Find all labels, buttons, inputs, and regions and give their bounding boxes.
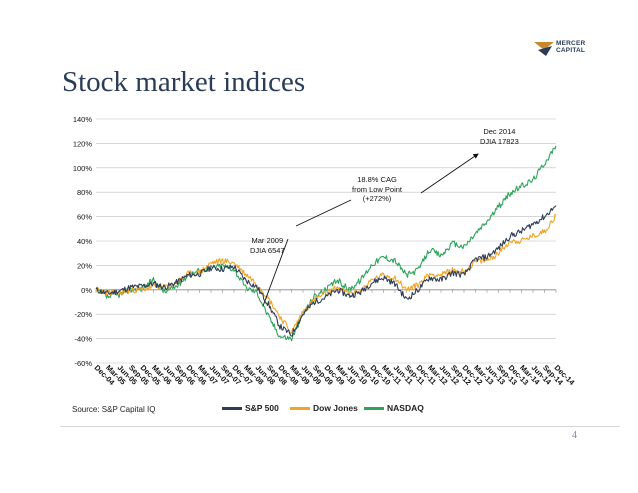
logo-text: MERCER CAPITAL bbox=[556, 40, 585, 54]
logo-line-2: CAPITAL bbox=[556, 47, 586, 54]
annotation-dec-2014: Dec 2014 DJIA 17823 bbox=[480, 127, 519, 146]
y-tick-label: 120% bbox=[73, 139, 93, 148]
legend-swatch-dow bbox=[290, 407, 310, 411]
arrow-to-dec-2014 bbox=[420, 153, 479, 194]
logo-line-1: MERCER bbox=[556, 40, 586, 47]
series-lines bbox=[95, 145, 557, 342]
legend-label-nasdaq: NASDAQ bbox=[387, 403, 424, 413]
annotation-line: from Low Point bbox=[352, 184, 403, 194]
annotation-cagr: 18.8% CAG from Low Point (+272%) bbox=[352, 175, 402, 204]
arrow-cagr-link bbox=[295, 199, 352, 227]
y-tick-label: 140% bbox=[73, 115, 93, 124]
annotation-line: Dec 2014 bbox=[483, 127, 516, 136]
legend-label-dow: Dow Jones bbox=[313, 403, 358, 413]
y-tick-label: -20% bbox=[74, 310, 92, 319]
y-tick-label: 60% bbox=[77, 213, 92, 222]
footer-divider bbox=[60, 426, 620, 427]
source-note: Source: S&P Capital IQ bbox=[72, 405, 156, 414]
annotation-line: DJIA 6547 bbox=[250, 245, 285, 255]
legend-swatch-sp500 bbox=[222, 407, 242, 411]
y-axis-ticks: -60% -40% -20% 0% 20% 40% 60% 80% 100% 120% 140% bbox=[73, 115, 93, 368]
page-number: 4 bbox=[572, 430, 577, 441]
legend-label-sp500: S&P 500 bbox=[245, 403, 279, 413]
legend-sp500: S&P 500 bbox=[222, 403, 279, 413]
legend-nasdaq: NASDAQ bbox=[364, 403, 424, 413]
legend-swatch-nasdaq bbox=[364, 407, 384, 411]
y-tick-label: 100% bbox=[73, 164, 93, 173]
y-tick-label: -60% bbox=[74, 359, 92, 368]
series-line-nasdaq bbox=[95, 145, 557, 342]
arrow-to-mar-2009 bbox=[262, 238, 289, 307]
mercer-logo-icon bbox=[534, 42, 554, 56]
annotation-arrows bbox=[262, 153, 479, 307]
page-title: Stock market indices bbox=[62, 66, 306, 98]
grid-lines bbox=[96, 118, 556, 364]
annotation-line: (+272%) bbox=[362, 194, 392, 203]
y-tick-label: -40% bbox=[74, 335, 92, 344]
legend-dow: Dow Jones bbox=[290, 403, 358, 413]
y-tick-label: 20% bbox=[77, 261, 92, 270]
y-tick-label: 40% bbox=[77, 237, 92, 246]
annotation-line: 18.8% CAG bbox=[357, 175, 397, 184]
annotation-line: Mar 2009 bbox=[251, 236, 284, 245]
y-tick-label: 80% bbox=[77, 188, 92, 197]
annotation-mar-2009: Mar 2009 DJIA 6547 bbox=[250, 236, 285, 255]
series-line-dow-jones bbox=[95, 213, 557, 335]
series-line-s-p-500 bbox=[95, 205, 557, 337]
annotation-line: DJIA 17823 bbox=[480, 136, 519, 146]
y-tick-label: 0% bbox=[81, 286, 92, 295]
